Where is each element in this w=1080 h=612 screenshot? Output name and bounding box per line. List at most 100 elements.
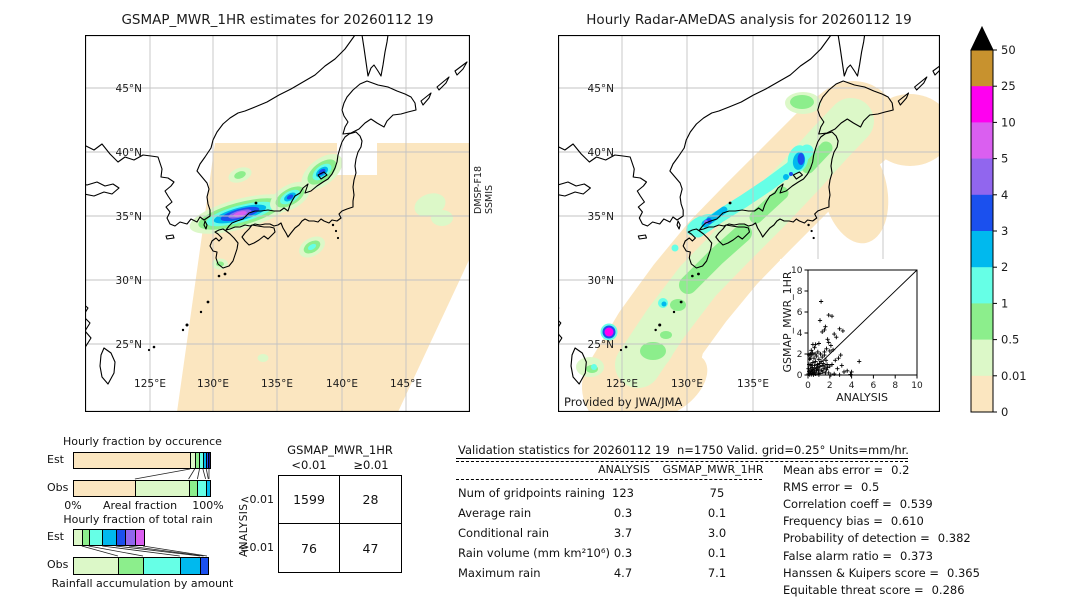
occurrence-obs-label: Obs [47,481,69,494]
occurrence-est-label: Est [47,453,64,466]
totalrain-obs-bar [73,557,209,575]
validation-col-analysis: ANALYSIS [598,463,650,476]
contingency-cell-false: 28 [340,476,401,524]
left-map-labels: 45°N 40°N 35°N 30°N 25°N 125°E 130°E 135… [116,83,422,390]
header-dashed-rule [456,479,762,480]
table-row: Rain volume (mm km²10⁶) 0.3 0.1 [458,546,727,560]
intense-cell [600,323,618,341]
occurrence-est-bar [73,452,211,469]
contingency-col1: <0.01 [291,458,327,472]
table-row: Average rain 0.3 0.1 [458,506,727,520]
svg-text:4: 4 [849,381,855,391]
svg-text:10: 10 [911,381,923,391]
right-map-precip [576,81,940,412]
colorbar: 50 25 10 5 4 3 2 1 0.5 0.01 0 [970,25,1027,419]
areal-fraction-label: Areal fraction [102,499,178,512]
left-map-title: GSMAP_MWR_1HR estimates for 20260112 19 [121,12,434,28]
title-underline [456,442,908,459]
svg-text:8: 8 [892,381,898,391]
right-map-title: Hourly Radar-AMeDAS analysis for 2026011… [586,12,912,28]
svg-text:0: 0 [1001,405,1008,419]
svg-text:8: 8 [797,287,803,297]
list-item: Equitable threat score = 0.286 [783,582,965,597]
totalrain-title: Hourly fraction of total rain [63,513,213,526]
scatter-ylabel: GSMAP_MWR_1HR [781,271,794,372]
contingency-cell-hit: 47 [362,540,379,556]
occurrence-obs-bar [73,480,211,497]
table-row: Num of gridpoints raining 123 75 [458,486,725,500]
svg-text:1: 1 [1001,296,1008,310]
occurrence-links [134,468,210,480]
svg-text:35°N: 35°N [588,211,614,223]
contingency-col2: ≥0.01 [353,458,389,472]
validation-col-gsmap: GSMAP_MWR_1HR [662,463,764,476]
svg-text:0.5: 0.5 [1001,333,1019,347]
svg-text:4: 4 [797,329,803,339]
svg-text:10: 10 [1001,115,1016,129]
contingency-row1: <0.01 [240,493,274,506]
svg-text:145°E: 145°E [390,378,422,390]
svg-text:0: 0 [797,371,803,381]
contingency-row2: ≥0.01 [240,541,274,554]
svg-text:45°N: 45°N [588,83,614,95]
areal-fraction-min: 0% [64,499,82,512]
svg-text:6: 6 [797,308,803,318]
svg-text:25°N: 25°N [588,339,614,351]
right-map-radar-amedas: 45°N 40°N 35°N 30°N 25°N 125°E 130°E 135… [558,35,940,412]
score-list: Mean abs error = 0.2 RMS error = 0.5 Corre… [783,461,980,599]
totalrain-obs-label: Obs [47,558,69,571]
left-map-grid [85,35,470,412]
svg-text:40°N: 40°N [116,147,142,159]
sensor-name: DMSP-F18 [473,165,484,214]
list-item: Hanssen & Kuipers score = 0.365 [783,565,980,580]
instrument-name: SSMIS [483,184,495,214]
svg-text:135°E: 135°E [261,378,293,390]
svg-text:30°N: 30°N [588,275,614,287]
occurrence-title: Hourly fraction by occurence [63,435,222,448]
list-item: Frequency bias = 0.610 [783,514,924,529]
svg-text:2: 2 [1001,260,1008,274]
svg-text:6: 6 [871,381,877,391]
table-row: Conditional rain 3.7 3.0 [458,526,727,540]
credit-text: Provided by JWA/JMA [564,395,683,409]
scatter-points [806,299,862,377]
right-map-frame [558,35,940,412]
scatter-xlabel: ANALYSIS [836,391,888,404]
svg-text:25: 25 [1001,79,1016,93]
svg-text:0.01: 0.01 [1001,369,1027,383]
contingency-table: 1599 28 76 47 [278,475,402,573]
one-to-one-line [807,269,918,376]
totalrain-est-bar [73,529,145,546]
totalrain-est-label: Est [47,530,64,543]
list-item: False alarm ratio = 0.373 [783,548,933,563]
contingency-cell-miss: 76 [279,524,340,572]
svg-text:2: 2 [797,350,803,360]
title-dashed-rule [456,461,908,462]
svg-text:2: 2 [827,381,833,391]
svg-text:35°N: 35°N [116,211,142,223]
totalrain-footer: Rainfall accumulation by amount [51,577,234,590]
svg-text:40°N: 40°N [588,147,614,159]
svg-text:30°N: 30°N [116,275,142,287]
svg-text:3: 3 [1001,224,1008,238]
contingency-cell-hit-miss: 1599 [279,476,340,524]
svg-text:5: 5 [1001,152,1008,166]
svg-text:45°N: 45°N [116,83,142,95]
svg-text:0: 0 [805,381,811,391]
svg-text:125°E: 125°E [606,378,638,390]
list-item: Mean abs error = 0.2 [783,462,910,477]
svg-text:125°E: 125°E [134,378,166,390]
svg-text:25°N: 25°N [116,339,142,351]
svg-text:140°E: 140°E [326,378,358,390]
list-item: Probability of detection = 0.382 [783,531,971,546]
table-row: Maximum rain 4.7 7.1 [458,566,727,580]
validation-rows: Num of gridpoints raining 123 75 Average… [458,483,818,583]
validation-title: Validation statistics for 20260112 19 n=… [458,443,909,457]
left-map-gsmap-estimates: 45°N 40°N 35°N 30°N 25°N 125°E 130°E 135… [85,35,470,412]
list-item: Correlation coeff = 0.539 [783,496,933,511]
svg-text:130°E: 130°E [197,378,229,390]
areal-fraction-max: 100% [192,499,224,512]
sensor-annotation: DMSP-F18 SSMIS [473,165,495,214]
svg-text:50: 50 [1001,43,1016,57]
